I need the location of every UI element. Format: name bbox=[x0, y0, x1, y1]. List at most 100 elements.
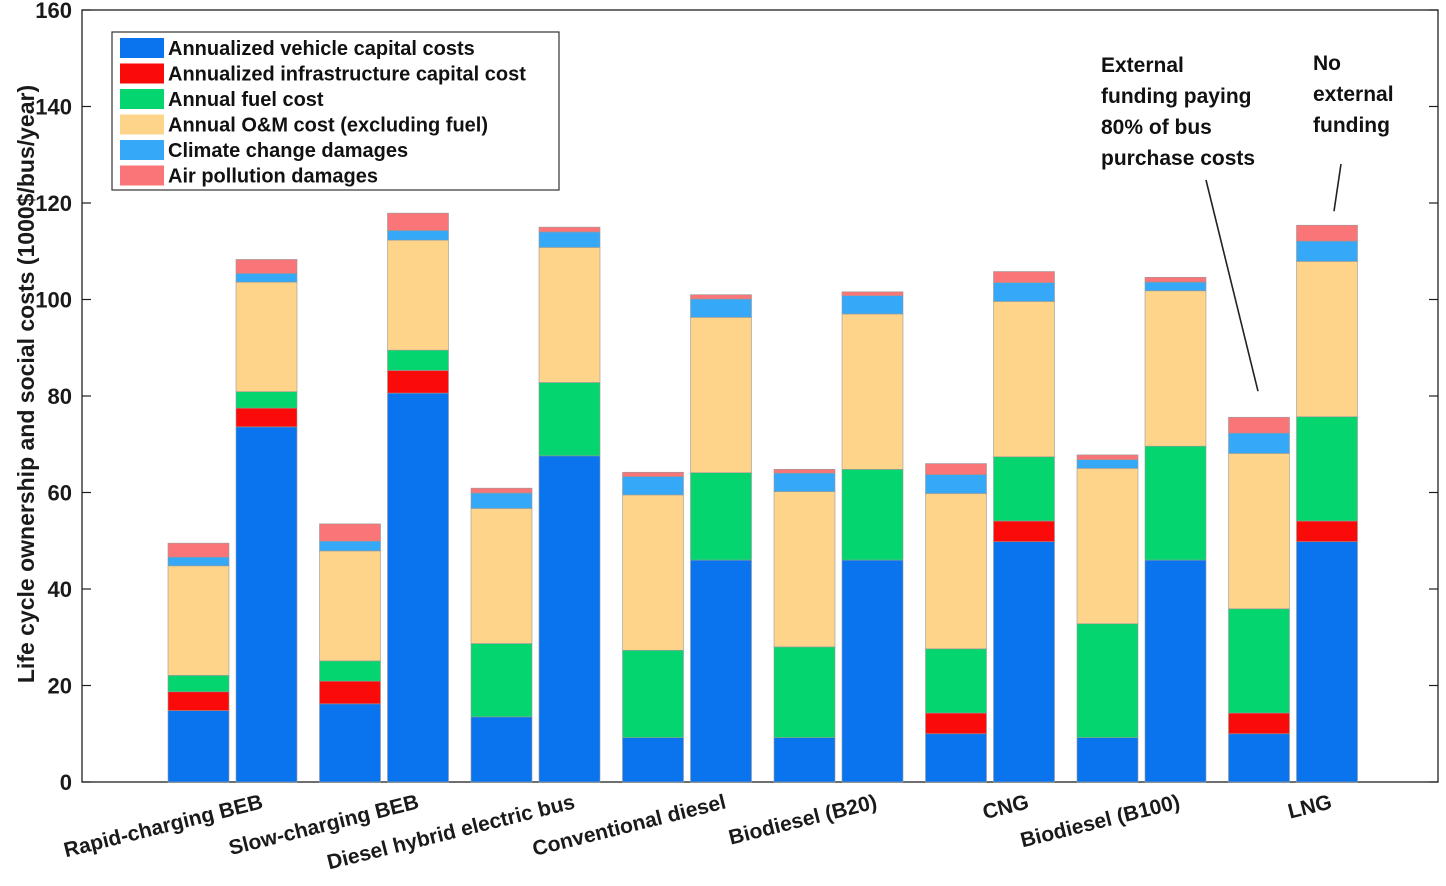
bar-segment bbox=[1076, 468, 1139, 625]
bar-segment bbox=[1144, 290, 1207, 447]
bar-segment bbox=[841, 291, 904, 296]
bar-segment bbox=[925, 463, 987, 475]
legend-label: Air pollution damages bbox=[168, 166, 378, 188]
bar-segment bbox=[993, 541, 1055, 783]
bar-segment bbox=[319, 703, 381, 783]
bar-segment bbox=[1076, 454, 1139, 460]
bar-segment bbox=[1144, 281, 1207, 292]
x-category-label: Biodiesel (B20) bbox=[726, 791, 879, 850]
bar-segment bbox=[538, 247, 601, 383]
legend-label: Annualized vehicle capital costs bbox=[168, 38, 475, 60]
legend-swatch bbox=[120, 165, 164, 186]
bar-segment bbox=[235, 426, 298, 783]
bar-segment bbox=[167, 542, 230, 558]
bar-segment bbox=[1296, 541, 1358, 783]
annotation-leader-line bbox=[1205, 179, 1259, 392]
x-category-label: Biodiesel (B100) bbox=[1018, 791, 1182, 853]
y-tick-label: 160 bbox=[35, 0, 72, 23]
bar-segment bbox=[1228, 432, 1290, 454]
legend-swatch bbox=[120, 38, 164, 58]
annotation-line: External bbox=[1101, 54, 1184, 77]
bars bbox=[167, 212, 1358, 783]
bar-segment bbox=[841, 559, 904, 783]
bar-segment bbox=[470, 508, 533, 644]
y-tick-label: 0 bbox=[60, 770, 72, 795]
bar-segment bbox=[841, 295, 904, 315]
bar-segment bbox=[1144, 559, 1207, 783]
bar-segment bbox=[1296, 416, 1358, 522]
bar-segment bbox=[925, 712, 987, 735]
bar-segment bbox=[470, 716, 533, 783]
bar-segment bbox=[993, 271, 1055, 283]
bar-segment bbox=[622, 649, 684, 738]
bar-segment bbox=[319, 550, 381, 662]
bar-segment bbox=[690, 298, 752, 318]
annotation-line: external bbox=[1313, 83, 1394, 106]
annotation-line: purchase costs bbox=[1101, 147, 1255, 170]
annotation-line: funding bbox=[1313, 114, 1390, 137]
annotation-text: External funding paying 80% of bus purchase… bbox=[1101, 54, 1255, 170]
bar-segment bbox=[319, 660, 381, 682]
legend-swatch bbox=[120, 63, 164, 84]
x-category-label: CNG bbox=[980, 791, 1031, 825]
bar-segment bbox=[167, 691, 230, 711]
bar-segment bbox=[387, 370, 449, 394]
bar-segment bbox=[1076, 623, 1139, 738]
bar-segment bbox=[470, 492, 533, 509]
legend-label: Climate change damages bbox=[168, 140, 408, 162]
bar-segment bbox=[319, 680, 381, 705]
legend-swatch bbox=[120, 140, 164, 160]
legend-label: Annual O&M cost (excluding fuel) bbox=[168, 115, 488, 137]
y-tick-label: 60 bbox=[48, 481, 72, 506]
annotation-line: No bbox=[1313, 52, 1341, 75]
bar-segment bbox=[1228, 712, 1290, 735]
bar-segment bbox=[387, 392, 449, 783]
annotation-line: 80% of bus bbox=[1101, 116, 1212, 139]
y-tick-label: 100 bbox=[35, 288, 72, 313]
legend-swatch bbox=[120, 89, 164, 109]
bar-segment bbox=[622, 737, 684, 783]
bar-segment bbox=[538, 455, 601, 783]
bar-segment bbox=[167, 675, 230, 693]
bar-segment bbox=[470, 643, 533, 718]
bar-segment bbox=[319, 540, 381, 552]
annotations: External funding paying 80% of bus purchase… bbox=[1101, 52, 1394, 392]
y-tick-label: 80 bbox=[48, 384, 72, 409]
bar-segment bbox=[387, 230, 449, 241]
x-category-label: LNG bbox=[1286, 791, 1335, 824]
bar-segment bbox=[1296, 261, 1358, 418]
bar-segment bbox=[925, 648, 987, 714]
annotation-leader-line bbox=[1333, 163, 1342, 212]
bar-segment bbox=[235, 273, 298, 283]
bar-segment bbox=[538, 226, 601, 233]
annotation-line: funding paying bbox=[1101, 85, 1251, 108]
y-tick-label: 140 bbox=[35, 95, 72, 120]
y-axis-label: Life cycle ownership and social costs (1… bbox=[13, 85, 39, 683]
bar-segment bbox=[1144, 445, 1207, 561]
bar-segment bbox=[773, 737, 836, 783]
bar-segment bbox=[538, 382, 601, 457]
bar-segment bbox=[841, 469, 904, 561]
bar-segment bbox=[167, 710, 230, 783]
bar-segment bbox=[387, 239, 449, 351]
legend-label: Annual fuel cost bbox=[168, 89, 324, 111]
y-tick-label: 20 bbox=[48, 674, 72, 699]
bar-segment bbox=[993, 456, 1055, 522]
y-axis-label-group: Life cycle ownership and social costs (1… bbox=[13, 85, 39, 683]
bar-segment bbox=[773, 491, 836, 648]
bar-segment bbox=[993, 301, 1055, 458]
bar-segment bbox=[387, 349, 449, 371]
bar-segment bbox=[622, 471, 684, 477]
bar-segment bbox=[925, 493, 987, 650]
bar-segment bbox=[1296, 224, 1358, 242]
bar-segment bbox=[690, 472, 752, 561]
bar-segment bbox=[470, 487, 533, 494]
bar-segment bbox=[235, 407, 298, 428]
bar-segment bbox=[167, 556, 230, 567]
y-tick-label: 40 bbox=[48, 577, 72, 602]
bar-segment bbox=[690, 317, 752, 474]
bar-segment bbox=[841, 313, 904, 470]
bar-segment bbox=[235, 391, 298, 409]
